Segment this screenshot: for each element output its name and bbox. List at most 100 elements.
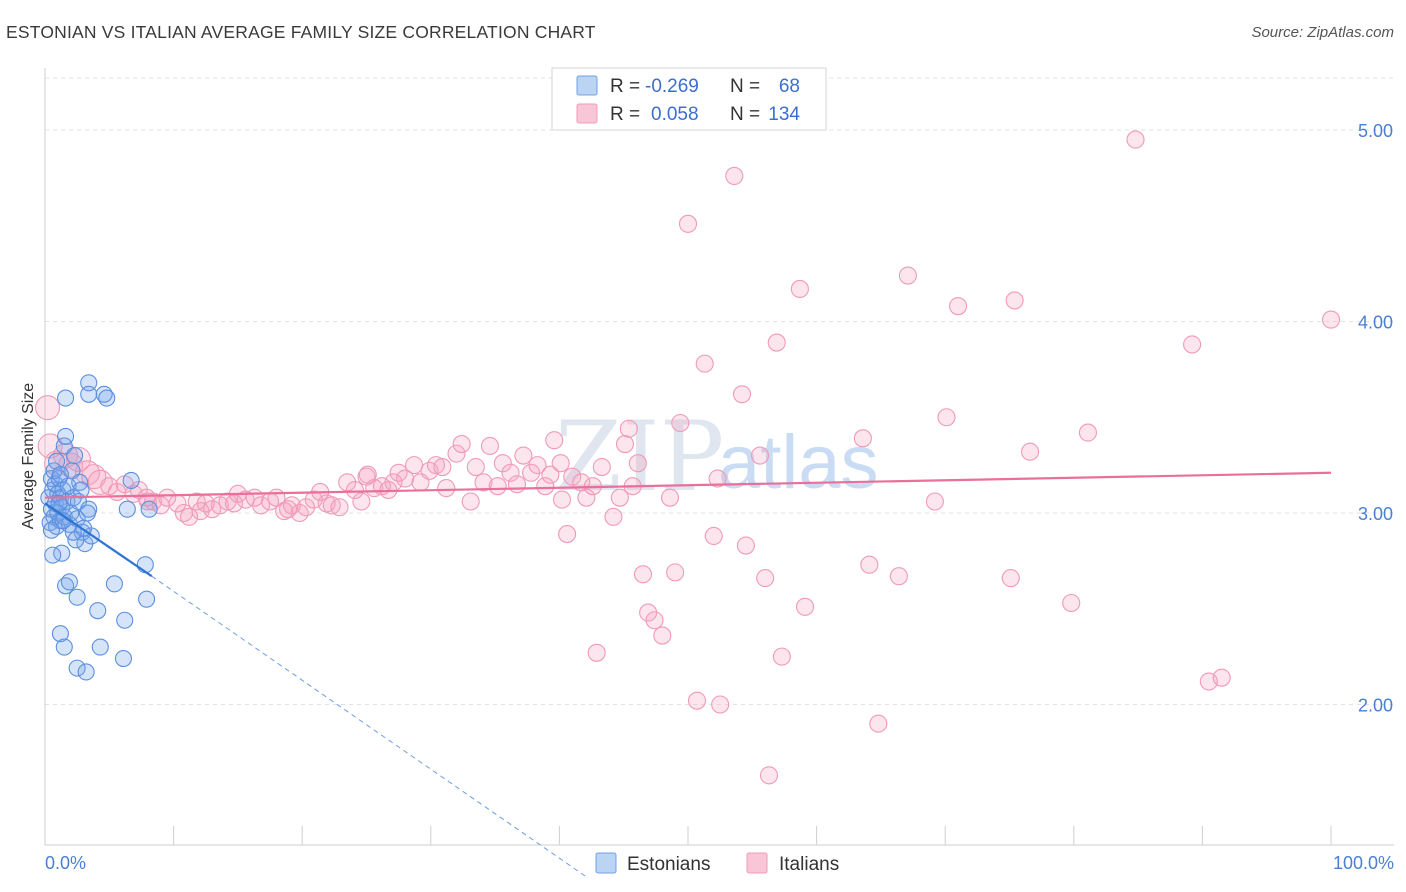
point-estonians (91, 638, 109, 656)
point-italians (666, 563, 685, 582)
point-estonians (122, 471, 140, 489)
source-label: Source: ZipAtlas.com (1251, 24, 1394, 41)
point-italians (671, 413, 690, 433)
point-estonians (60, 573, 78, 591)
point-italians (501, 463, 520, 482)
trendlines (44, 471, 1332, 878)
estonians-points (40, 374, 158, 681)
point-italians (615, 435, 635, 454)
point-italians (488, 477, 507, 496)
point-estonians (55, 638, 73, 656)
point-italians (447, 444, 466, 463)
point-italians (1321, 310, 1341, 329)
point-estonians (105, 575, 123, 593)
point-italians (645, 611, 664, 630)
y-tick-label: 4.00 (1358, 313, 1393, 333)
point-italians (889, 567, 908, 586)
point-estonians (116, 611, 134, 629)
point-italians (704, 526, 723, 546)
y-tick-label: 2.00 (1358, 696, 1393, 716)
point-italians (604, 507, 623, 526)
point-italians (1021, 442, 1040, 461)
point-italians (330, 498, 349, 517)
point-estonians (138, 590, 156, 608)
point-italians (279, 500, 298, 519)
point-italians (452, 435, 471, 454)
series-swatch-estonians (595, 852, 617, 874)
point-italians (1183, 335, 1202, 354)
point-italians (158, 488, 177, 507)
point-italians (191, 502, 210, 521)
point-estonians (51, 466, 69, 484)
point-italians (898, 266, 917, 285)
point-estonians (114, 649, 132, 668)
point-italians (551, 454, 570, 473)
point-italians (708, 469, 727, 488)
point-italians (558, 525, 577, 544)
point-estonians (57, 389, 75, 407)
point-italians (1212, 668, 1231, 687)
point-italians (619, 419, 638, 438)
point-italians (1126, 130, 1145, 149)
point-italians (563, 467, 582, 486)
point-italians (1001, 569, 1020, 588)
point-italians (695, 354, 714, 373)
point-italians (678, 214, 698, 233)
legend-n-value-italians: 134 (768, 104, 800, 125)
point-italians (587, 643, 606, 662)
point-italians (756, 569, 775, 588)
point-estonians (136, 556, 154, 574)
point-estonians (68, 588, 86, 606)
point-italians (1078, 423, 1097, 442)
point-italians (466, 457, 485, 477)
point-estonians (44, 546, 62, 564)
point-italians (860, 555, 879, 574)
x-ticks (44, 826, 1332, 845)
chart-title: ESTONIAN VS ITALIAN AVERAGE FAMILY SIZE … (6, 22, 596, 42)
point-italians (711, 695, 730, 714)
legend-swatch-estonians (576, 75, 598, 96)
point-italians (639, 603, 658, 622)
point-estonians (118, 500, 136, 518)
x-tick-label-max: 100.0% (1333, 853, 1394, 873)
point-italians (528, 456, 547, 475)
point-italians (396, 469, 415, 488)
legend-r-value-italians: 0.058 (651, 104, 699, 125)
point-italians (426, 456, 445, 475)
legend-r-value-estonians: -0.269 (645, 76, 699, 97)
point-italians (937, 408, 956, 427)
point-italians (750, 446, 770, 465)
correlation-legend: R = -0.269 N = 68 R = 0.058 N = 134 (551, 67, 827, 131)
point-italians (790, 279, 809, 298)
point-italians (545, 431, 564, 450)
point-italians (179, 507, 199, 526)
y-tick-labels: 2.00 3.00 4.00 5.00 (1358, 121, 1393, 716)
watermark-zip: ZIP (555, 401, 724, 513)
point-italians (37, 433, 63, 459)
gridlines (45, 77, 1394, 705)
point-italians (1062, 593, 1081, 613)
legend-swatch-italians (576, 103, 598, 124)
point-italians (759, 766, 779, 785)
y-tick-label: 3.00 (1358, 504, 1393, 524)
legend-n-value-estonians: 68 (779, 76, 800, 97)
legend-n-label-estonians: N = (730, 76, 760, 97)
point-italians (65, 446, 91, 472)
point-estonians (80, 385, 98, 403)
point-estonians (78, 504, 96, 522)
point-italians (480, 436, 500, 456)
series-swatch-italians (746, 852, 768, 874)
point-italians (628, 454, 647, 473)
point-italians (552, 490, 572, 509)
point-estonians (66, 446, 84, 465)
trendline-italians (44, 471, 1332, 499)
x-tick-label-min: 0.0% (45, 853, 86, 873)
point-estonians (140, 500, 158, 518)
point-italians (653, 626, 672, 645)
y-tick-label: 5.00 (1358, 121, 1393, 141)
point-estonians (89, 602, 107, 620)
point-italians (522, 463, 541, 482)
point-italians (853, 429, 872, 448)
point-italians (187, 492, 206, 511)
point-italians (869, 714, 888, 733)
